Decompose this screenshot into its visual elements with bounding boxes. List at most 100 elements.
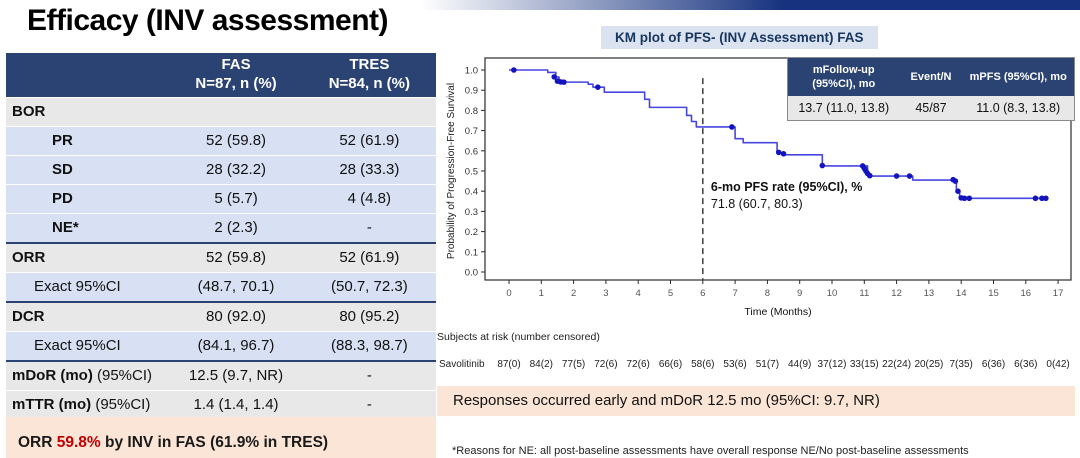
svg-text:5: 5 [668, 288, 673, 299]
table-row: NE* 2 (2.3) - [6, 213, 436, 243]
at-risk-value: 51(7) [755, 359, 780, 370]
svg-text:13: 13 [924, 288, 935, 299]
legend-header-mfollowup: mFollow-up (95%CI), mo [788, 58, 900, 96]
svg-text:11: 11 [859, 288, 869, 299]
svg-text:7: 7 [732, 288, 737, 299]
cell-fas: 12.5 (9.7, NR) [169, 360, 303, 390]
cell-tres: 52 (61.9) [302, 126, 436, 155]
svg-text:8: 8 [765, 288, 770, 299]
cell-fas: 52 (59.8) [169, 242, 303, 272]
row-label: mTTR (mo) (95%CI) [6, 390, 170, 420]
orr-callout-prefix: ORR [18, 434, 57, 451]
cell-fas: 5 (5.7) [169, 184, 303, 213]
at-risk-value: 20(25) [914, 359, 944, 370]
cell-tres: - [302, 213, 436, 243]
orr-callout-highlight: 59.8% [56, 434, 101, 451]
row-label: BOR [6, 97, 170, 126]
row-label: Exact 95%CI [6, 331, 170, 361]
at-risk-value: 66(6) [658, 359, 683, 370]
km-legend-table: mFollow-up (95%CI), mo Event/N mPFS (95%… [787, 57, 1075, 121]
svg-text:4: 4 [636, 288, 641, 299]
at-risk-group-label: Savolitinib [439, 359, 485, 370]
page-title: Efficacy (INV assessment) [27, 4, 389, 37]
svg-text:0.1: 0.1 [465, 247, 478, 258]
cell-fas: 52 (59.8) [169, 126, 303, 155]
cell-tres: (88.3, 98.7) [302, 331, 436, 361]
at-risk-value: 6(36) [981, 359, 1006, 370]
row-label: Exact 95%CI [6, 272, 170, 302]
at-risk-value: 53(6) [723, 359, 747, 370]
at-risk-value: 33(15) [849, 359, 879, 370]
table-row: PR 52 (59.8) 52 (61.9) [6, 126, 436, 155]
svg-text:1: 1 [539, 288, 544, 299]
cell-tres: - [302, 360, 436, 390]
cell-tres: (50.7, 72.3) [302, 272, 436, 302]
orr-callout: ORR 59.8% by INV in FAS (61.9% in TRES) [6, 417, 436, 458]
svg-text:12: 12 [891, 288, 902, 299]
svg-text:0.3: 0.3 [465, 207, 478, 218]
svg-text:17: 17 [1053, 288, 1064, 299]
at-risk-value: 7(35) [949, 359, 973, 370]
svg-text:2: 2 [571, 288, 576, 299]
svg-text:14: 14 [956, 288, 967, 299]
svg-text:Time (Months): Time (Months) [744, 306, 811, 318]
at-risk-value: 0(42) [1046, 359, 1070, 370]
svg-text:0.0: 0.0 [465, 268, 478, 279]
table-header-row: FAS N=87, n (%) TRES N=84, n (%) [6, 52, 436, 97]
svg-text:15: 15 [988, 288, 999, 299]
table-row: BOR [6, 97, 436, 126]
at-risk-value: 72(6) [626, 359, 650, 370]
at-risk-value: 84(2) [529, 359, 553, 370]
orr-callout-suffix: by INV in FAS (61.9% in TRES) [100, 434, 329, 451]
cell-tres: - [302, 390, 436, 420]
table-row: SD 28 (32.2) 28 (33.3) [6, 155, 436, 184]
legend-header-mpfs: mPFS (95%CI), mo [962, 58, 1074, 96]
cell-fas: (84.1, 96.7) [169, 331, 303, 361]
cell-fas: 2 (2.3) [169, 213, 303, 243]
row-label: mDoR (mo) (95%CI) [6, 360, 170, 390]
svg-text:9: 9 [797, 288, 802, 299]
row-label: NE* [6, 213, 170, 243]
svg-text:0.7: 0.7 [465, 126, 478, 137]
cell-fas: 28 (32.2) [169, 155, 303, 184]
row-label: DCR [6, 301, 170, 331]
top-accent-bar [420, 0, 1080, 10]
svg-text:71.8 (60.7, 80.3): 71.8 (60.7, 80.3) [711, 197, 803, 211]
table-header-empty [6, 52, 170, 97]
svg-text:1.0: 1.0 [465, 66, 478, 77]
row-label: PD [6, 184, 170, 213]
svg-text:Probability of Progression-Fre: Probability of Progression-Free Survival [446, 83, 457, 259]
svg-text:0.9: 0.9 [465, 86, 478, 97]
legend-value-mfollowup: 13.7 (11.0, 13.8) [788, 96, 900, 120]
svg-text:0.6: 0.6 [465, 146, 478, 157]
table-row: PD 5 (5.7) 4 (4.8) [6, 184, 436, 213]
svg-text:10: 10 [827, 288, 838, 299]
legend-value-mpfs: 11.0 (8.3, 13.8) [962, 96, 1074, 120]
cell-tres: 52 (61.9) [302, 242, 436, 272]
svg-text:0.5: 0.5 [465, 167, 478, 178]
row-label: ORR [6, 242, 170, 272]
at-risk-value: 37(12) [817, 359, 847, 370]
cell-fas: 80 (92.0) [169, 301, 303, 331]
svg-text:0.8: 0.8 [465, 106, 478, 117]
svg-text:0.4: 0.4 [465, 187, 478, 198]
km-plot: 0.00.10.20.30.40.50.60.70.80.91.00 1 2 3 4 5 6… [446, 57, 1072, 318]
table-row: mTTR (mo) (95%CI) 1.4 (1.4, 1.4) - [6, 390, 436, 420]
table-row: mDoR (mo) (95%CI) 12.5 (9.7, NR) - [6, 360, 436, 390]
cell-tres: 28 (33.3) [302, 155, 436, 184]
table-row: Exact 95%CI (48.7, 70.1) (50.7, 72.3) [6, 272, 436, 302]
table-row: DCR 80 (92.0) 80 (95.2) [6, 301, 436, 331]
svg-text:6-mo PFS rate (95%CI), %: 6-mo PFS rate (95%CI), % [711, 180, 862, 194]
svg-text:16: 16 [1021, 288, 1032, 299]
legend-value-event-n: 45/87 [899, 96, 963, 120]
at-risk-value: 58(6) [691, 359, 715, 370]
table-header-tres: TRES N=84, n (%) [302, 52, 436, 97]
table-row: ORR 52 (59.8) 52 (61.9) [6, 242, 436, 272]
cell-tres: 80 (95.2) [302, 301, 436, 331]
mdor-callout: Responses occurred early and mDoR 12.5 m… [437, 386, 1075, 416]
svg-text:6: 6 [700, 288, 705, 299]
at-risk-value: 22(24) [882, 359, 912, 370]
cell-tres [302, 97, 436, 126]
cell-tres: 4 (4.8) [302, 184, 436, 213]
